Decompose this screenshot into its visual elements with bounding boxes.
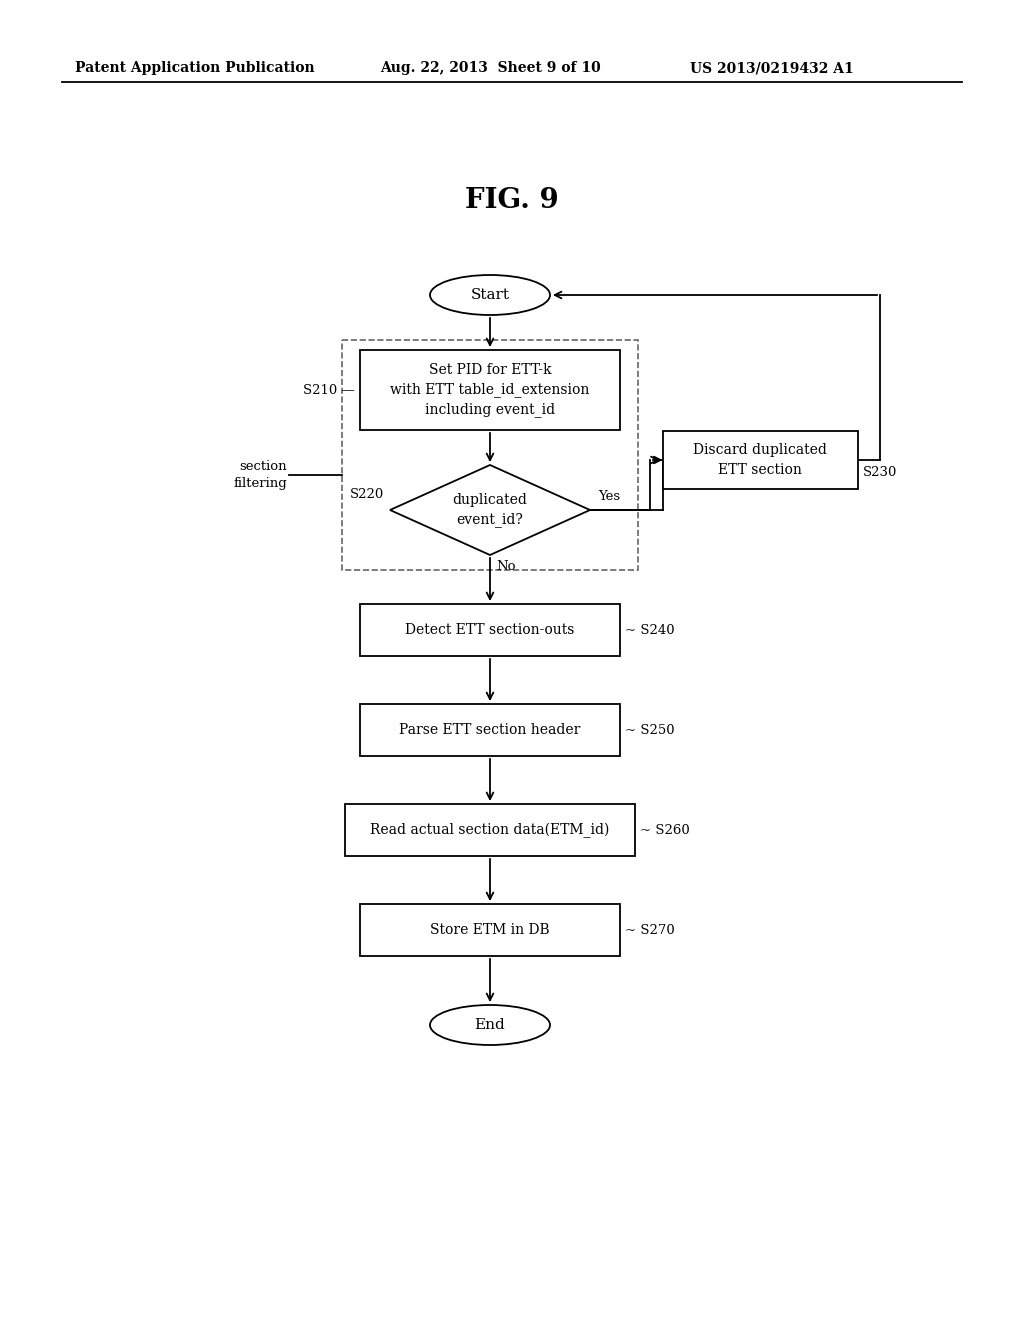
Text: ~ S270: ~ S270 [625,924,675,936]
Text: duplicated
event_id?: duplicated event_id? [453,492,527,527]
Text: Aug. 22, 2013  Sheet 9 of 10: Aug. 22, 2013 Sheet 9 of 10 [380,61,601,75]
Polygon shape [390,465,590,554]
Text: ~ S240: ~ S240 [625,623,675,636]
Text: Store ETM in DB: Store ETM in DB [430,923,550,937]
Text: No: No [496,561,515,573]
Text: End: End [475,1018,506,1032]
Text: ~ S260: ~ S260 [640,824,690,837]
FancyBboxPatch shape [345,804,635,855]
FancyBboxPatch shape [663,432,857,488]
Text: Discard duplicated
ETT section: Discard duplicated ETT section [693,444,827,477]
Text: Start: Start [470,288,510,302]
Text: Detect ETT section-outs: Detect ETT section-outs [406,623,574,638]
Text: Yes: Yes [598,490,621,503]
Text: Patent Application Publication: Patent Application Publication [75,61,314,75]
FancyBboxPatch shape [360,904,620,956]
Ellipse shape [430,1005,550,1045]
Ellipse shape [430,275,550,315]
Text: S210 —: S210 — [303,384,355,396]
Text: FIG. 9: FIG. 9 [465,186,559,214]
Text: Set PID for ETT-k
with ETT table_id_extension
including event_id: Set PID for ETT-k with ETT table_id_exte… [390,363,590,417]
Text: US 2013/0219432 A1: US 2013/0219432 A1 [690,61,854,75]
Text: S230: S230 [862,466,897,479]
Text: S220: S220 [350,488,384,502]
Text: Parse ETT section header: Parse ETT section header [399,723,581,737]
FancyBboxPatch shape [360,605,620,656]
FancyBboxPatch shape [360,350,620,430]
FancyBboxPatch shape [360,704,620,756]
Text: ~ S250: ~ S250 [625,723,675,737]
Text: Read actual section data(ETM_id): Read actual section data(ETM_id) [371,822,609,838]
Text: section
filtering: section filtering [233,459,287,491]
